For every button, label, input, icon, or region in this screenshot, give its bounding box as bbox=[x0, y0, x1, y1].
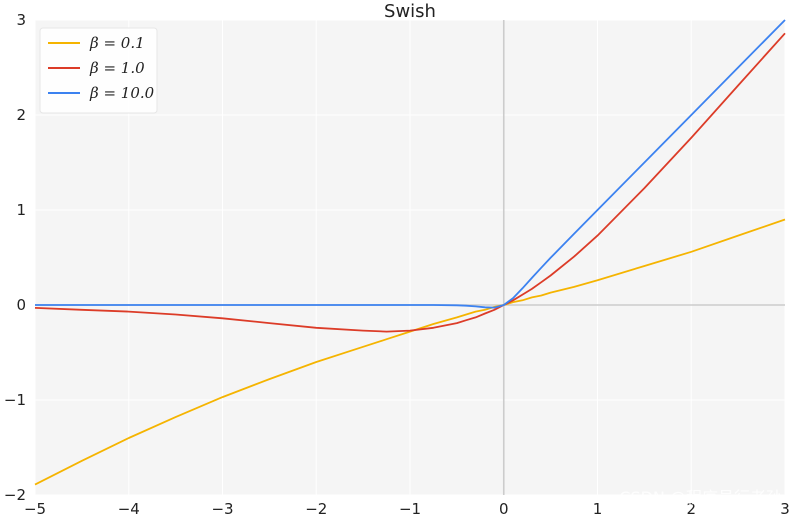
x-tick-label: −2 bbox=[305, 500, 327, 516]
x-tick-label: −4 bbox=[118, 500, 140, 516]
legend-label-1: β = 1.0 bbox=[89, 59, 145, 77]
y-tick-label: 2 bbox=[16, 106, 26, 124]
y-tick-label: 0 bbox=[16, 296, 26, 314]
y-tick-label: 1 bbox=[16, 201, 26, 219]
x-tick-label: −1 bbox=[399, 500, 421, 516]
legend: β = 0.1 β = 1.0 β = 10.0 bbox=[39, 27, 158, 114]
x-tick-labels: −5 −4 −3 −2 −1 0 1 2 3 bbox=[24, 500, 790, 516]
y-tick-label: −2 bbox=[4, 486, 26, 504]
series-line-1 bbox=[34, 32, 786, 333]
legend-label-2: β = 10.0 bbox=[89, 84, 155, 102]
x-tick-label: 0 bbox=[499, 500, 509, 516]
x-tick-label: 2 bbox=[686, 500, 696, 516]
x-tick-label: 1 bbox=[593, 500, 603, 516]
chart-title: Swish bbox=[384, 1, 436, 22]
series-lines bbox=[34, 19, 786, 486]
series-line-2 bbox=[35, 19, 786, 309]
watermark: CSDN @程序员行者孙 bbox=[619, 488, 782, 507]
x-tick-label: −5 bbox=[24, 500, 46, 516]
grid bbox=[34, 19, 786, 496]
y-tick-labels: −2 −1 0 1 2 3 bbox=[4, 11, 26, 504]
legend-box bbox=[39, 27, 158, 114]
x-tick-label: 3 bbox=[780, 500, 790, 516]
x-tick-label: −3 bbox=[211, 500, 233, 516]
y-tick-label: −1 bbox=[4, 391, 26, 409]
series-line-0 bbox=[34, 218, 786, 486]
legend-label-0: β = 0.1 bbox=[89, 34, 145, 52]
y-tick-label: 3 bbox=[16, 11, 26, 29]
